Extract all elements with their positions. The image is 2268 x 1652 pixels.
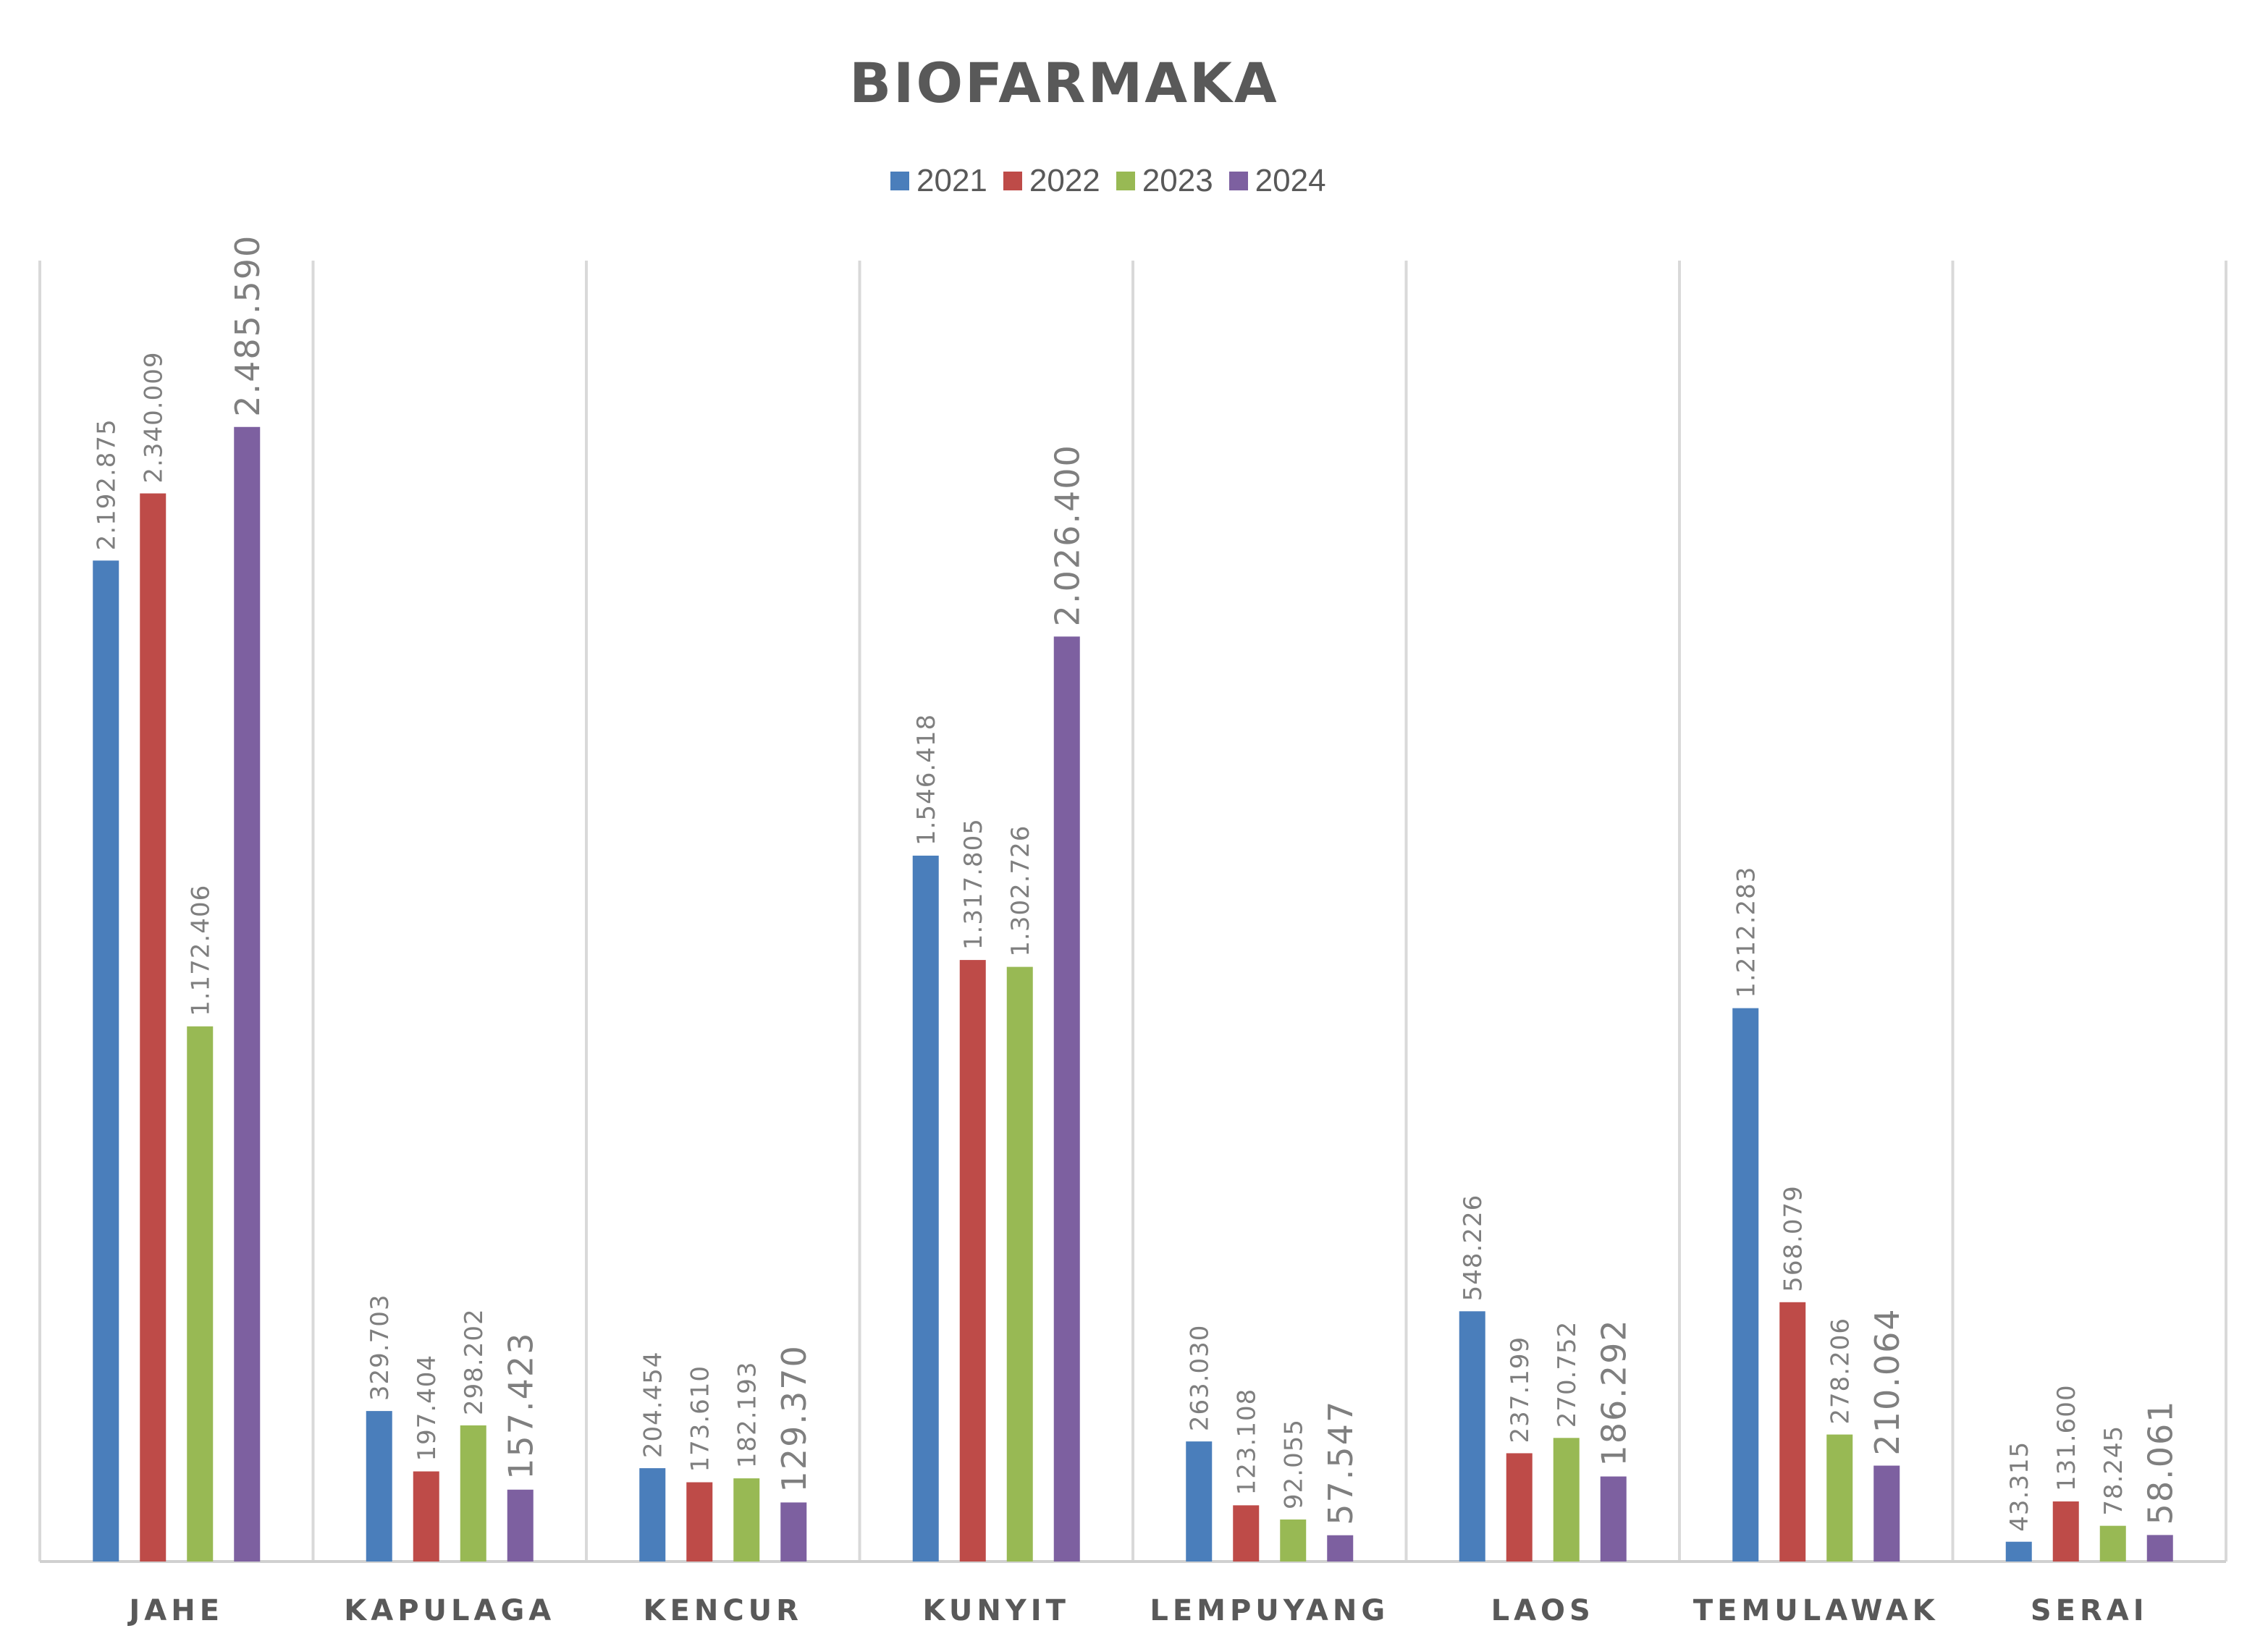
category-label: KENCUR	[644, 1594, 803, 1627]
bar-2023-jahe	[187, 1026, 214, 1562]
legend-swatch	[1228, 172, 1248, 190]
legend-swatch	[1116, 172, 1135, 190]
data-label: 157.423	[501, 1332, 540, 1480]
bar-2021-jahe	[93, 560, 119, 1562]
legend-item-2024: 2024	[1228, 163, 1326, 199]
data-label: 58.061	[2141, 1399, 2180, 1525]
bar-2022-temulawak	[1779, 1302, 1806, 1562]
bar-2024-lempuyang	[1327, 1535, 1354, 1562]
data-label: 123.108	[1232, 1388, 1261, 1496]
bar-2023-temulawak	[1826, 1434, 1853, 1562]
data-label: 298.202	[460, 1308, 489, 1415]
data-label: 92.055	[1279, 1419, 1308, 1509]
data-label: 2.485.590	[228, 235, 267, 417]
bar-2022-kencur	[686, 1482, 713, 1562]
bar-2023-kapulaga	[460, 1425, 486, 1562]
legend-item-2022: 2022	[1003, 163, 1100, 199]
bar-2022-kunyit	[959, 960, 986, 1562]
legend-swatch	[890, 172, 909, 190]
data-label: 278.206	[1826, 1318, 1855, 1425]
bar-2021-kapulaga	[366, 1411, 392, 1562]
bar-2023-serai	[2099, 1525, 2126, 1562]
data-label: 57.547	[1321, 1400, 1360, 1525]
data-label: 237.199	[1506, 1336, 1535, 1444]
bar-2023-laos	[1553, 1438, 1580, 1562]
data-label: 2.026.400	[1047, 444, 1087, 626]
data-label: 204.454	[638, 1351, 667, 1458]
data-label: 270.752	[1553, 1321, 1582, 1428]
legend-label: 2021	[916, 163, 987, 198]
legend-label: 2022	[1029, 163, 1100, 198]
bar-2021-lempuyang	[1186, 1441, 1213, 1562]
bar-2023-kunyit	[1006, 966, 1033, 1562]
bar-2023-lempuyang	[1280, 1519, 1307, 1562]
legend-item-2021: 2021	[890, 163, 987, 199]
bar-2022-kapulaga	[413, 1471, 439, 1562]
bar-2024-kunyit	[1053, 636, 1080, 1562]
bar-2021-temulawak	[1732, 1008, 1759, 1562]
category-label: JAHE	[127, 1594, 224, 1627]
data-label: 2.340.009	[139, 352, 168, 484]
category-label: TEMULAWAK	[1693, 1594, 1939, 1627]
data-label: 186.292	[1594, 1318, 1633, 1466]
data-label: 1.546.418	[912, 714, 941, 846]
data-label: 548.226	[1459, 1194, 1488, 1302]
bar-2022-lempuyang	[1233, 1505, 1260, 1562]
bar-2024-kencur	[780, 1502, 807, 1562]
data-label: 1.172.406	[186, 885, 215, 1016]
bar-2024-temulawak	[1873, 1465, 1900, 1562]
data-label: 263.030	[1185, 1325, 1214, 1432]
data-label: 43.315	[2005, 1441, 2034, 1532]
data-label: 197.404	[413, 1354, 442, 1462]
legend-swatch	[1003, 172, 1022, 190]
data-label: 182.193	[733, 1362, 762, 1469]
bar-2021-kencur	[639, 1468, 666, 1562]
bar-2024-jahe	[234, 426, 261, 1562]
bar-2024-serai	[2146, 1535, 2173, 1562]
bar-2021-kunyit	[912, 855, 939, 1562]
data-label: 173.610	[686, 1365, 714, 1472]
bar-2024-laos	[1600, 1476, 1627, 1562]
category-label: LAOS	[1491, 1594, 1595, 1627]
category-label: SERAI	[2031, 1594, 2149, 1627]
bar-2023-kencur	[733, 1478, 760, 1562]
data-label: 329.703	[366, 1294, 395, 1402]
data-label: 1.212.283	[1732, 867, 1761, 998]
data-label: 568.079	[1779, 1185, 1808, 1292]
bar-2021-laos	[1459, 1311, 1485, 1562]
category-label: KAPULAGA	[344, 1594, 555, 1627]
data-label: 129.370	[775, 1344, 814, 1492]
legend-item-2023: 2023	[1116, 163, 1213, 199]
bar-2022-serai	[2052, 1501, 2079, 1562]
data-label: 131.600	[2052, 1384, 2081, 1491]
legend-label: 2023	[1142, 163, 1213, 198]
legend-label: 2024	[1255, 163, 1326, 198]
bar-2024-kapulaga	[507, 1489, 534, 1562]
data-label: 78.245	[2099, 1425, 2128, 1516]
category-label: KUNYIT	[923, 1594, 1070, 1627]
data-label: 1.317.805	[959, 818, 988, 950]
bar-2021-serai	[2005, 1541, 2032, 1562]
chart-title: BIOFARMAKA	[849, 51, 1279, 115]
data-label: 210.064	[1868, 1307, 1907, 1455]
category-label: LEMPUYANG	[1150, 1594, 1389, 1627]
data-label: 1.302.726	[1006, 825, 1035, 957]
bar-2022-jahe	[140, 493, 166, 1562]
legend: 2021 2022 2023 2024	[890, 156, 1326, 206]
bar-2022-laos	[1506, 1453, 1533, 1562]
data-label: 2.192.875	[92, 418, 121, 550]
